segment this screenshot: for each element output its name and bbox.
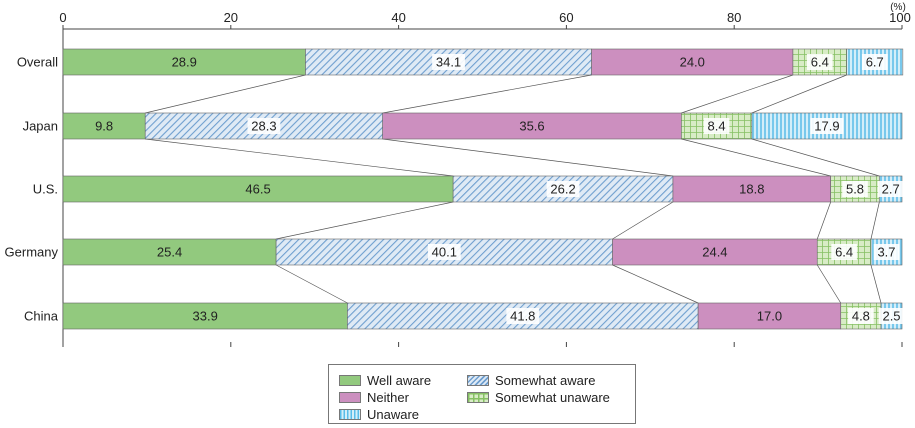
connector-line (382, 138, 673, 177)
connector-line (276, 201, 454, 240)
connector-line (145, 138, 454, 177)
legend-item-neither: Neither (339, 389, 409, 405)
value-label: 46.5 (245, 182, 270, 197)
value-label: 17.0 (757, 309, 782, 324)
legend-item-unaware: Unaware (339, 406, 419, 422)
value-label-bg (848, 308, 874, 324)
legend-label-neither: Neither (367, 389, 409, 405)
bar-segment (697, 302, 842, 330)
value-label: 25.4 (157, 245, 182, 260)
x-tick-label: 100 (889, 10, 911, 25)
connector-line (870, 264, 882, 304)
legend-swatch-somewhat-unaware (467, 391, 489, 403)
legend-label-well-aware: Well aware (367, 372, 432, 388)
x-tick-label: 0 (59, 10, 66, 25)
value-label-bg (703, 118, 730, 134)
category-label: U.S. (33, 182, 58, 197)
unit-label: (%) (890, 2, 906, 13)
legend-item-somewhat-aware: Somewhat aware (467, 372, 595, 388)
legend-item-somewhat-unaware: Somewhat unaware (467, 389, 610, 405)
value-label: 26.2 (550, 182, 575, 197)
legend-label-somewhat-aware: Somewhat aware (495, 372, 596, 388)
value-label-bg (427, 244, 461, 260)
value-label-bg (546, 181, 580, 197)
connector-line (751, 138, 880, 177)
legend-swatch-neither (339, 391, 361, 403)
connector-line (612, 201, 674, 240)
value-label: 18.8 (739, 182, 764, 197)
value-label-bg (506, 308, 540, 324)
value-label-bg (831, 244, 857, 260)
category-label: Overall (17, 55, 58, 70)
bar-segment (62, 112, 146, 140)
legend-swatch-somewhat-aware (467, 374, 489, 386)
bar-segment (62, 48, 306, 76)
category-labels: Overall Japan U.S. Germany China (5, 55, 59, 324)
value-label: 2.7 (882, 182, 900, 197)
value-label: 35.6 (519, 119, 544, 134)
connector-line (870, 201, 880, 240)
bar-segment (347, 302, 699, 330)
value-label: 4.8 (852, 309, 870, 324)
connector-line (612, 264, 699, 304)
connector-line (275, 264, 348, 304)
bar-segment (382, 112, 682, 140)
value-label: 8.4 (708, 119, 726, 134)
value-label-bg (432, 54, 465, 70)
connector-line (816, 264, 842, 304)
value-label: 5.8 (846, 182, 864, 197)
value-label: 28.9 (172, 55, 197, 70)
legend: Well aware Somewhat aware Neither Somewh… (328, 364, 636, 424)
value-label: 2.5 (882, 309, 900, 324)
connector-line (816, 201, 832, 240)
value-label: 9.8 (95, 119, 113, 134)
connector-line (681, 138, 831, 177)
category-label: China (24, 309, 59, 324)
value-label: 28.3 (251, 119, 276, 134)
bars: 28.9 34.1 24.0 6.4 6.7 9.8 28.3 35.6 8.4 17.9 46.5… (62, 48, 905, 330)
value-label-bg (877, 181, 904, 197)
legend-label-unaware: Unaware (367, 406, 420, 422)
value-label-bg (810, 118, 844, 134)
x-tick-label: 60 (559, 10, 573, 25)
connector-lines (145, 74, 882, 304)
x-tick-label: 20 (224, 10, 238, 25)
legend-swatch-unaware (339, 408, 361, 420)
value-label: 17.9 (814, 119, 839, 134)
value-label-bg (873, 244, 900, 260)
x-tick-label: 40 (391, 10, 405, 25)
category-label: Japan (23, 119, 58, 134)
bar-segment (62, 175, 454, 203)
bar-segment (62, 302, 348, 330)
value-label: 34.1 (436, 55, 461, 70)
connector-line (681, 74, 794, 114)
x-axis: 0 20 40 60 80 100(%) (59, 2, 911, 347)
value-label-bg (842, 181, 868, 197)
value-label: 6.4 (811, 55, 829, 70)
category-label: Germany (5, 245, 59, 260)
value-label: 33.9 (193, 309, 218, 324)
connector-line (751, 74, 847, 114)
value-label-bg (878, 308, 905, 324)
value-label: 6.7 (866, 55, 884, 70)
legend-swatch-well-aware (339, 374, 361, 386)
bar-segment (612, 238, 818, 266)
value-label-bg (861, 54, 888, 70)
value-label: 6.4 (835, 245, 853, 260)
connector-line (382, 74, 592, 114)
value-label-bg (247, 118, 281, 134)
value-label: 24.4 (702, 245, 727, 260)
value-label: 3.7 (877, 245, 895, 260)
value-label-bg (806, 54, 833, 70)
legend-item-well-aware: Well aware (339, 372, 431, 388)
bar-segment (672, 175, 831, 203)
x-tick-label: 80 (727, 10, 741, 25)
connector-line (145, 74, 306, 114)
value-label: 24.0 (680, 55, 705, 70)
value-label: 41.8 (510, 309, 535, 324)
legend-label-somewhat-unaware: Somewhat unaware (495, 389, 610, 405)
value-label: 40.1 (432, 245, 457, 260)
